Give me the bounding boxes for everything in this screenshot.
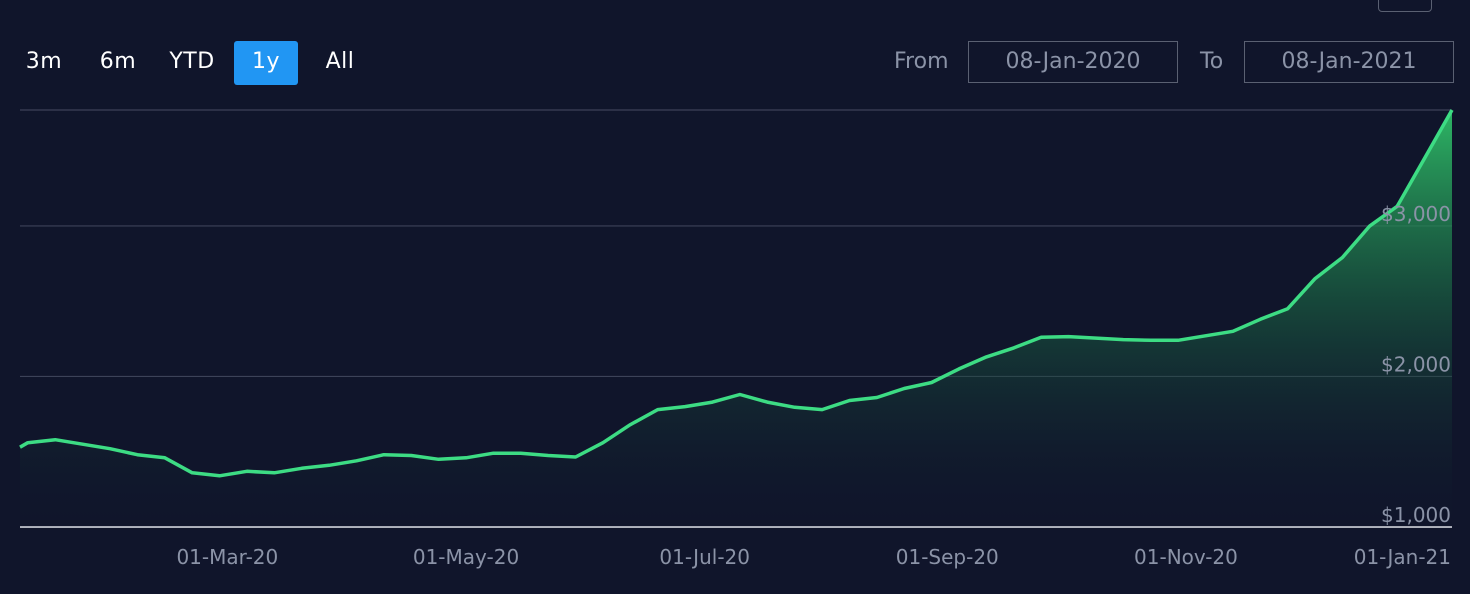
x-tick-label: 01-May-20 (413, 545, 519, 569)
series-area (20, 110, 1452, 527)
series-line (19, 109, 1454, 478)
x-tick-label: 01-Mar-20 (176, 545, 278, 569)
range-button-6m[interactable]: 6m (99, 49, 137, 74)
from-date-input[interactable]: 08-Jan-2020 (968, 41, 1178, 83)
from-label: From (894, 49, 949, 74)
x-axis-labels: 01-Mar-20 01-May-20 01-Jul-20 01-Sep-20 01-N… (176, 545, 1451, 569)
y-tick-label: $1,000 (1381, 503, 1451, 527)
to-date-input[interactable]: 08-Jan-2021 (1244, 41, 1454, 83)
x-tick-label: 01-Nov-20 (1134, 545, 1238, 569)
range-button-ytd[interactable]: YTD (169, 49, 215, 74)
range-button-all[interactable]: All (325, 49, 355, 74)
to-label: To (1200, 49, 1224, 74)
y-tick-label: $3,000 (1381, 202, 1451, 226)
range-button-1y[interactable]: 1y (234, 41, 298, 85)
y-tick-label: $2,000 (1381, 352, 1451, 376)
area-fill (20, 110, 1452, 527)
series-line-path (19, 109, 1454, 478)
y-axis-labels: $1,000 $2,000 $3,000 (1381, 202, 1451, 527)
x-tick-label: 01-Jul-20 (659, 545, 750, 569)
menu-button[interactable] (1378, 0, 1432, 12)
x-tick-label: 01-Sep-20 (896, 545, 999, 569)
range-button-3m[interactable]: 3m (25, 49, 63, 74)
x-tick-label: 01-Jan-21 (1354, 545, 1451, 569)
